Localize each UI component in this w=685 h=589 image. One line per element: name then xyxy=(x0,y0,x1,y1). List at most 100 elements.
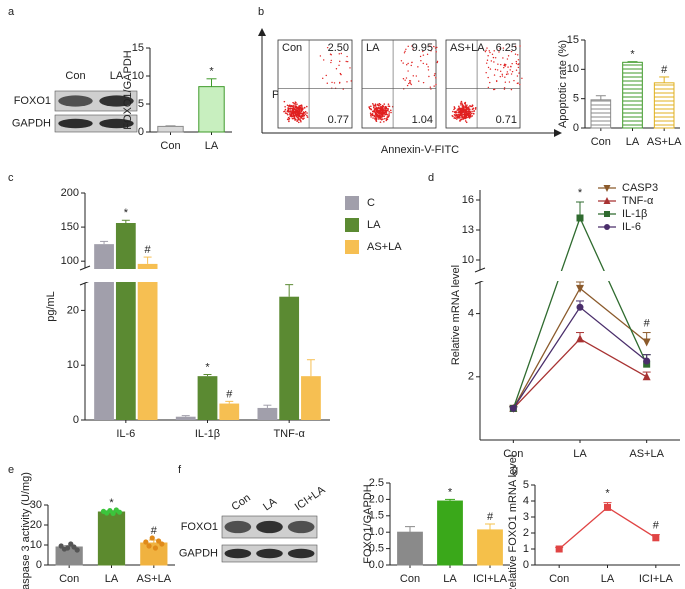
blot-band xyxy=(256,548,283,559)
flow-dot xyxy=(303,114,306,117)
flow-dot xyxy=(404,79,406,81)
flow-dot xyxy=(458,105,460,108)
flow-dot xyxy=(506,58,509,60)
flow-dot xyxy=(507,55,510,57)
y-tick-label: 20 xyxy=(30,519,42,531)
flow-dot xyxy=(374,111,377,114)
flow-dot xyxy=(422,50,424,53)
quadrant-value: 9.95 xyxy=(412,42,433,54)
flow-dot xyxy=(505,73,508,76)
y-tick-label: 3 xyxy=(523,511,529,523)
flow-dot xyxy=(506,71,509,73)
flow-dot xyxy=(402,78,405,80)
flow-dot xyxy=(434,47,437,49)
flow-dot xyxy=(453,117,455,119)
flow-dot xyxy=(474,108,477,110)
panel-label: f xyxy=(178,464,182,476)
flow-dot xyxy=(372,110,375,113)
flow-dot xyxy=(461,102,463,104)
flow-dot xyxy=(412,75,414,77)
flow-dot xyxy=(458,117,460,119)
flow-dot xyxy=(464,116,467,119)
flow-dot xyxy=(408,80,411,82)
bar xyxy=(397,531,423,566)
flow-plot-label: Con xyxy=(282,42,302,54)
flow-dot xyxy=(500,63,502,66)
flow-dot xyxy=(467,113,470,116)
row-label: GAPDH xyxy=(12,117,51,129)
flow-dot xyxy=(489,51,491,54)
flow-dot xyxy=(299,117,301,119)
flow-dot xyxy=(406,84,409,87)
flow-dot xyxy=(287,109,290,111)
flow-dot xyxy=(291,112,294,114)
flow-dot xyxy=(296,116,299,119)
panel-label: d xyxy=(428,172,434,184)
flow-dot xyxy=(325,74,327,77)
x-tick-label: LA xyxy=(573,448,587,460)
flow-dot xyxy=(374,103,377,105)
flow-dot xyxy=(459,113,462,116)
flow-dot xyxy=(468,106,470,108)
flow-dot xyxy=(378,116,380,119)
flow-dot xyxy=(419,55,422,58)
flow-dot xyxy=(296,103,298,105)
blot-band xyxy=(224,520,252,534)
flow-dot xyxy=(381,112,384,114)
quadrant-value: 0.77 xyxy=(328,114,349,126)
flow-dot xyxy=(286,113,289,116)
flow-dot xyxy=(377,107,380,109)
flow-dot xyxy=(384,108,387,110)
flow-dot xyxy=(430,50,432,52)
flow-dot xyxy=(375,108,378,111)
flow-dot xyxy=(434,73,436,75)
x-tick-label: TNF-α xyxy=(273,428,305,440)
marker xyxy=(604,211,610,217)
flow-dot xyxy=(296,114,298,117)
flow-dot xyxy=(425,63,428,65)
bar xyxy=(477,529,503,566)
flow-dot xyxy=(385,118,388,120)
flow-dot xyxy=(291,117,294,120)
flow-dot xyxy=(346,81,348,83)
flow-dot xyxy=(284,108,287,111)
flow-dot xyxy=(370,105,372,108)
flow-dot xyxy=(299,106,302,109)
flow-dot xyxy=(338,82,341,84)
flow-dot xyxy=(386,114,389,116)
y-tick-label: 0 xyxy=(36,559,42,571)
significance: * xyxy=(578,187,583,199)
flow-dot xyxy=(301,109,303,112)
panel-label: e xyxy=(8,464,14,476)
flow-dot xyxy=(374,117,376,120)
flow-dot xyxy=(286,118,289,121)
flow-dot xyxy=(346,55,348,58)
marker xyxy=(604,224,610,230)
flow-dot xyxy=(429,45,431,47)
legend-label: CASP3 xyxy=(622,182,658,194)
significance: # xyxy=(653,520,660,532)
flow-dot xyxy=(426,53,429,56)
flow-dot xyxy=(345,60,347,63)
legend-label: AS+LA xyxy=(367,241,402,253)
flow-dot xyxy=(435,77,437,79)
flow-dot xyxy=(453,106,456,108)
flow-dot xyxy=(433,74,436,77)
flow-dot xyxy=(462,118,464,121)
bar xyxy=(219,403,240,420)
axis-break xyxy=(474,267,486,273)
flow-dot xyxy=(460,114,463,117)
flow-dot xyxy=(517,59,520,61)
data-point xyxy=(110,510,116,516)
flow-dot xyxy=(471,112,473,115)
flow-dot xyxy=(290,115,293,118)
flow-dot xyxy=(456,117,459,119)
y-tick-label: 15 xyxy=(567,34,579,46)
flow-dot xyxy=(505,64,507,66)
y-tick-label: 2.0 xyxy=(369,493,384,505)
marker xyxy=(576,303,584,311)
lane-label: LA xyxy=(261,495,279,513)
flow-dot xyxy=(489,68,492,70)
flow-dot xyxy=(463,102,466,105)
flow-dot xyxy=(428,75,430,78)
